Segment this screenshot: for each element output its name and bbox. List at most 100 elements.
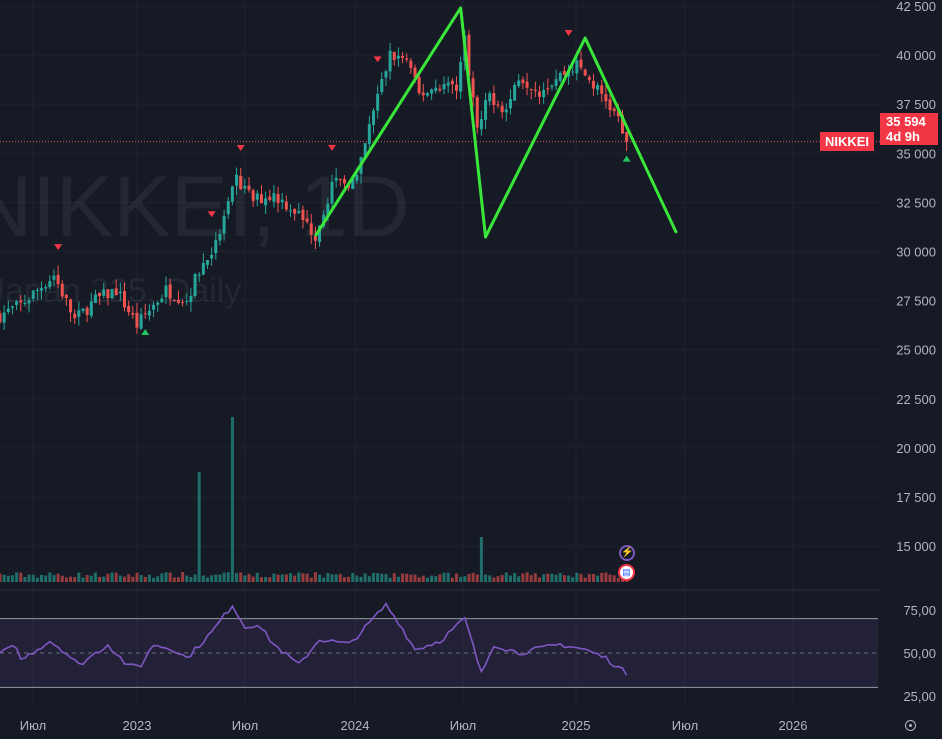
volume-bar	[176, 577, 180, 582]
candle-body	[517, 80, 521, 87]
volume-bar	[102, 576, 106, 582]
candle-body	[608, 99, 612, 111]
candle-body	[268, 196, 272, 200]
candle-body	[218, 234, 222, 241]
volume-bar	[367, 576, 371, 582]
volume-bar	[334, 574, 338, 582]
candle-body	[355, 174, 359, 181]
candle-body	[19, 300, 23, 303]
candle-body	[488, 93, 492, 102]
candle-body	[513, 85, 517, 101]
candle-body	[210, 254, 214, 259]
candle-body	[434, 87, 438, 91]
us-flag-icon[interactable]: ▤	[618, 564, 635, 581]
candle-body	[334, 177, 338, 181]
candle-body	[500, 105, 504, 113]
volume-bar	[417, 577, 421, 582]
candle-body	[479, 119, 483, 130]
candle-body	[152, 304, 156, 310]
volume-bar	[318, 574, 322, 582]
volume-bar	[6, 575, 10, 582]
candle-body	[471, 78, 475, 98]
candle-body	[85, 307, 89, 315]
candle-body	[621, 115, 624, 134]
candle-body	[492, 93, 496, 105]
volume-bar	[226, 572, 230, 582]
volume-bar	[596, 575, 600, 582]
volume-bar	[52, 574, 56, 582]
lightning-icon[interactable]: ⚡	[619, 545, 635, 561]
volume-bar	[567, 575, 571, 582]
volume-bar	[44, 575, 48, 582]
candle-body	[380, 79, 384, 93]
volume-bar	[81, 577, 85, 582]
volume-bar	[127, 574, 131, 582]
volume-bar	[56, 573, 60, 582]
volume-bar	[60, 575, 64, 582]
candle-body	[554, 79, 558, 86]
candle-body	[372, 110, 375, 125]
candle-body	[367, 124, 371, 145]
volume-bar	[396, 576, 400, 582]
candle-body	[293, 208, 297, 214]
price-tick-label: 35 000	[896, 146, 936, 161]
volume-bar	[384, 574, 388, 582]
volume-bar	[380, 573, 384, 582]
volume-bar	[23, 577, 27, 582]
candle-body	[247, 185, 251, 190]
candle-body	[10, 306, 14, 308]
candle-body	[69, 299, 73, 313]
volume-bar	[239, 572, 243, 582]
candle-body	[538, 91, 541, 97]
volume-bar	[347, 576, 351, 582]
candle-body	[40, 288, 43, 291]
volume-bar	[475, 574, 479, 582]
candle-body	[363, 143, 367, 158]
candle-body	[131, 312, 135, 315]
candle-body	[496, 104, 500, 106]
sell-signal-marker	[373, 56, 382, 63]
candle-body	[189, 296, 193, 303]
volume-bar	[264, 576, 268, 582]
volume-bar	[193, 574, 197, 582]
candle-body	[392, 51, 396, 61]
candle-body	[48, 281, 52, 288]
last-price-badge: 35 594 4d 9h	[880, 113, 938, 145]
volume-bar	[118, 575, 122, 582]
volume-bar	[313, 572, 317, 582]
volume-bar	[484, 574, 488, 582]
volume-bar	[508, 575, 512, 582]
settings-icon[interactable]	[905, 720, 916, 731]
rsi-line	[0, 601, 628, 676]
candle-body	[139, 314, 143, 329]
volume-bar	[363, 573, 367, 582]
candle-body	[401, 55, 405, 58]
time-tick-label: 2023	[123, 718, 152, 733]
volume-bar	[110, 572, 114, 582]
volume-bar	[575, 572, 579, 582]
volume-bar	[206, 577, 209, 582]
volume-bar	[15, 572, 19, 582]
volume-bar	[450, 577, 454, 582]
candle-body	[467, 34, 471, 77]
candle-body	[35, 289, 39, 291]
volume-bar	[326, 573, 330, 582]
volume-bar	[463, 576, 467, 582]
candle-body	[575, 60, 579, 74]
volume-bar	[27, 574, 31, 582]
price-tick-label: 15 000	[896, 539, 936, 554]
time-tick-label: Июл	[20, 718, 46, 733]
candle-body	[579, 59, 583, 68]
bar-countdown: 4d 9h	[886, 129, 920, 144]
price-tick-label: 32 500	[896, 195, 936, 210]
volume-bar	[218, 574, 222, 582]
candle-body	[455, 84, 458, 91]
volume-bar	[297, 572, 301, 582]
candle-body	[338, 178, 342, 180]
candle-body	[118, 292, 122, 294]
candle-body	[255, 193, 259, 200]
volume-bar	[152, 577, 156, 582]
volume-bar	[309, 577, 313, 582]
candle-body	[52, 275, 56, 280]
